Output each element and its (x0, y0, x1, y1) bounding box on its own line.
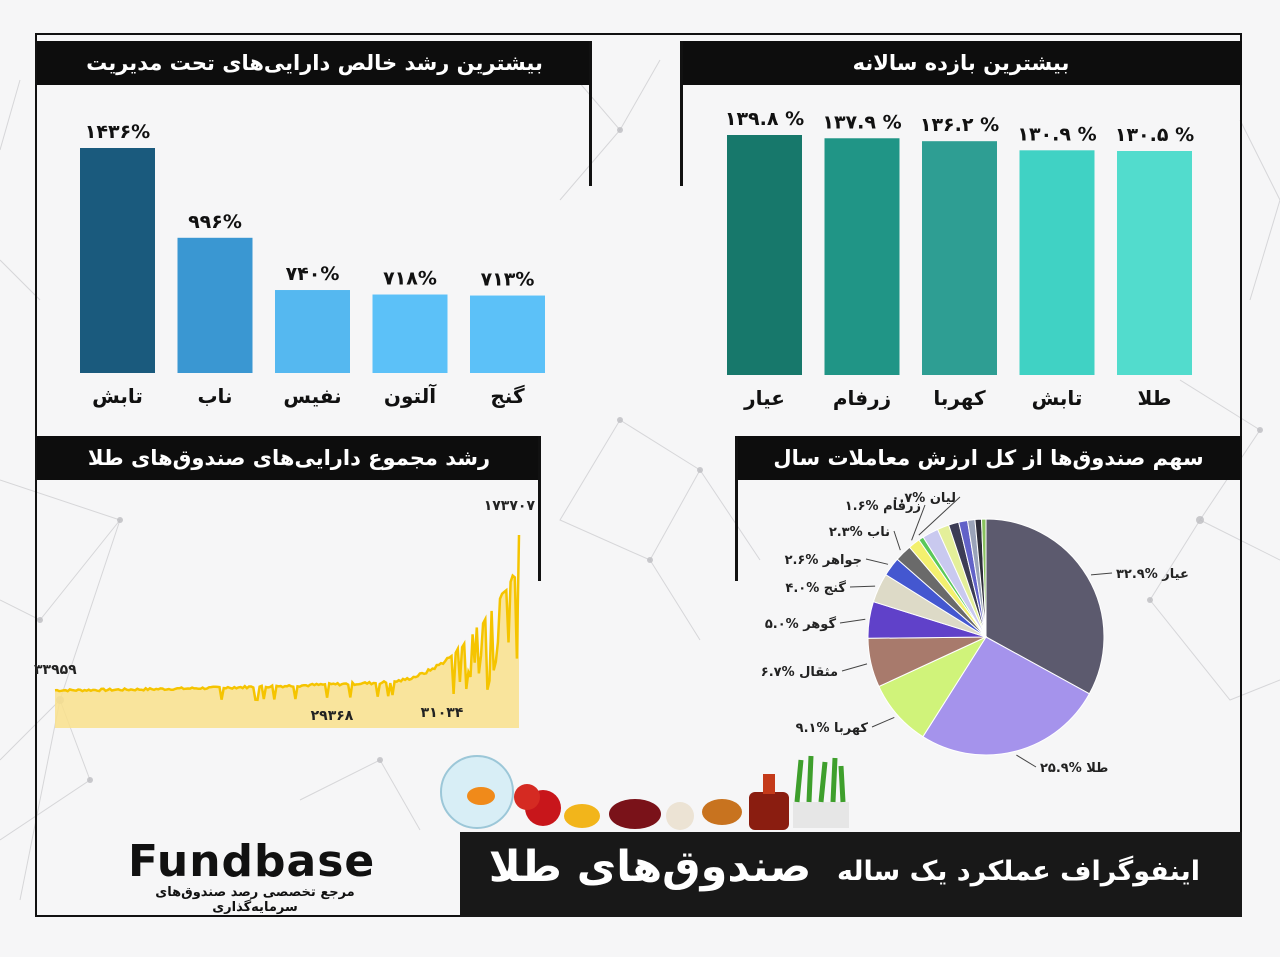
annual-return-border (680, 41, 683, 186)
trade-share-chart: ۳۲.۹% عیار ۲۵.۹% طلا ۹.۱% کهربا ۶.۷% مثقال ۵… (761, 491, 1189, 776)
pie-leader-line (911, 504, 926, 541)
bar (80, 148, 155, 373)
pie-leader-line (849, 585, 876, 588)
pie-label: ۱.۶% زرفام (845, 499, 921, 514)
area-annotation: ۲۹۳۶۸ (311, 708, 354, 724)
pie-leader-line (1090, 572, 1113, 576)
bar (727, 135, 802, 375)
trade-share-border (735, 436, 738, 581)
bar-value-label: ۷۱۸% (383, 268, 437, 290)
category-label: تابش (1032, 386, 1083, 410)
bar-value-label: ۷۴۰% (286, 263, 340, 285)
pie-leader-line (865, 558, 889, 565)
category-label: آلتون (384, 383, 437, 408)
category-label: گنج (490, 384, 525, 408)
bar-value-label: ۹۹۶% (188, 211, 242, 233)
pie-slice (985, 518, 1105, 695)
category-label: تابش (92, 384, 143, 408)
category-label: نفیس (283, 384, 341, 408)
bar (177, 237, 253, 373)
bar-value-label: ۱۳۰.۵ % (1115, 124, 1194, 146)
bar (275, 290, 350, 373)
category-label: طلا (1137, 386, 1171, 410)
pie-leader-line (893, 530, 901, 551)
aum-growth-title: بیشترین رشد خالص دارایی‌های تحت مدیریت (37, 41, 592, 85)
pie-leader-line (841, 663, 868, 672)
banner-title: صندوق‌های طلا (488, 842, 812, 892)
area-fill (55, 535, 519, 728)
pie-label: ۵.۰% گوهر (765, 616, 837, 632)
pie-slice (980, 518, 987, 638)
goldfish-icon (467, 787, 495, 805)
pie-leader-line (839, 618, 866, 624)
bar (372, 294, 448, 373)
brand-logo: Fundbase (128, 836, 376, 887)
pie-label: ۲۵.۹% طلا (1040, 761, 1108, 776)
sabzeh-pot-icon (793, 802, 849, 828)
jujube-icon (702, 799, 742, 825)
trade-share-title: سهم صندوق‌ها از کل ارزش معاملات سال (735, 436, 1242, 480)
bar (824, 138, 900, 375)
pie-leader-line (1016, 754, 1037, 768)
sabzeh-icon (794, 755, 846, 803)
bar (470, 295, 545, 373)
pie-label: ۲.۳% ناب (829, 525, 890, 540)
pie-leader-line (871, 716, 895, 728)
category-label: ناب (197, 384, 232, 408)
pie-label: ۶.۷% مثقال (761, 665, 838, 680)
bar (922, 141, 997, 375)
area-line (54, 534, 521, 702)
pie-label: ۳۲.۹% عیار (1116, 567, 1189, 582)
bar (1019, 150, 1095, 375)
banner-subtitle: اینفوگراف عملکرد یک ساله (837, 856, 1200, 887)
total-aum-title: رشد مجموع دارایی‌های صندوق‌های طلا (37, 436, 541, 480)
annual-return-chart: ۱۳۹.۸ % عیار ۱۳۷.۹ % زرفام ۱۳۶.۲ % کهربا ۱۳۰.۹… (725, 108, 1194, 410)
category-label: عیار (743, 386, 785, 410)
bar-value-label: ۱۴۳۶% (85, 121, 150, 143)
vinegar-icon (749, 792, 789, 830)
bar-value-label: ۷۱۳% (481, 269, 535, 291)
bar (1117, 151, 1192, 375)
pie-label: ۹.۱% کهربا (796, 721, 869, 736)
pie-label: ۰.۷% لیان (891, 491, 956, 506)
category-label: زرفام (833, 386, 891, 410)
bar-value-label: ۱۳۷.۹ % (822, 111, 901, 133)
total-aum-chart: ۳۳۹۵۹ ۲۹۳۶۸ ۳۱۰۳۴ ۱۷۳۷۰۷ (34, 498, 536, 728)
total-aum-border (538, 436, 541, 581)
nowruz-decoration (440, 755, 849, 830)
area-annotation: ۱۷۳۷۰۷ (484, 498, 536, 514)
title-banner (460, 832, 1242, 917)
area-annotation: ۳۳۹۵۹ (34, 662, 77, 678)
annual-return-title: بیشترین بازده سالانه (680, 41, 1242, 85)
area-annotation: ۳۱۰۳۴ (421, 705, 464, 721)
aum-growth-border (589, 41, 592, 186)
pie-label: ۴.۰% گنج (785, 580, 846, 596)
bar-value-label: ۱۳۶.۲ % (920, 114, 999, 136)
bar-value-label: ۱۳۰.۹ % (1017, 123, 1096, 145)
coins-icon (564, 804, 600, 828)
pie-leader-line (918, 496, 961, 536)
bar-value-label: ۱۳۹.۸ % (725, 108, 804, 130)
category-label: کهربا (933, 386, 986, 410)
pie-label: ۲.۶% جواهر (785, 553, 862, 568)
sumac-icon (609, 799, 661, 829)
brand-tagline: مرجع تخصصی رصد صندوق‌های سرمایه‌گذاری (155, 885, 355, 915)
pie-slice (922, 636, 1091, 756)
aum-growth-chart: ۱۴۳۶% تابش ۹۹۶% ناب ۷۴۰% نفیس ۷۱۸% آلتون ۷۱۳% گنج (80, 121, 545, 408)
garlic-icon (666, 802, 694, 830)
